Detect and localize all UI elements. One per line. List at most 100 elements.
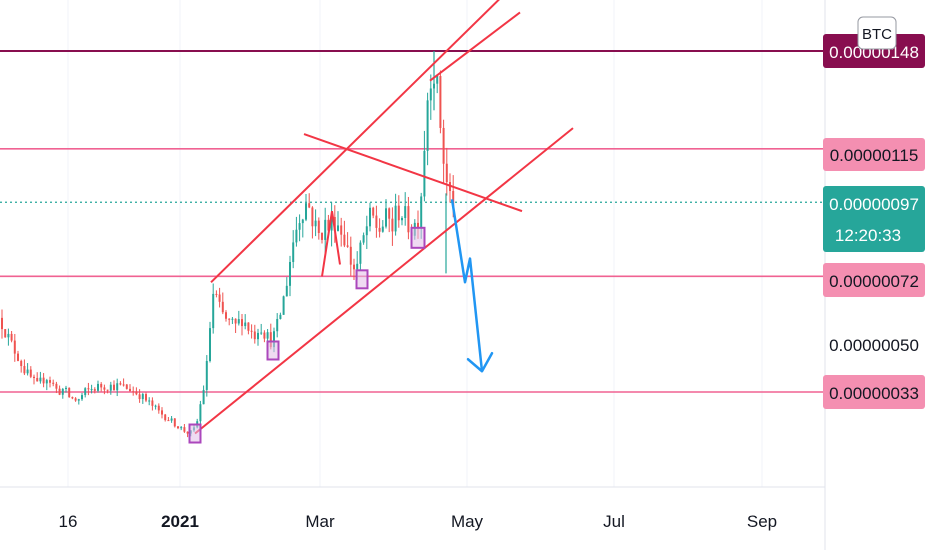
- candle-body-20: [65, 387, 67, 389]
- candle-body-41: [132, 391, 135, 393]
- candle-body-100: [321, 233, 323, 240]
- price-label-current-text: 0.00000097: [829, 195, 919, 214]
- candle-body-67: [215, 293, 218, 295]
- x-tick-jul: Jul: [603, 512, 625, 531]
- candle-body-86: [276, 318, 279, 332]
- candle-body-18: [58, 388, 61, 395]
- trendline-3: [429, 11, 521, 82]
- candle-body-123: [394, 205, 397, 232]
- candle-body-112: [359, 242, 362, 264]
- candle-body-93: [298, 223, 301, 230]
- price-label-resistance-text: 0.00000115: [830, 146, 919, 165]
- candle-body-10: [33, 376, 35, 379]
- price-label-support: 0.00000072: [823, 263, 925, 297]
- candle-body-92: [295, 229, 298, 243]
- candle-body-82: [263, 332, 266, 339]
- x-tick-may: May: [451, 512, 484, 531]
- candle-body-36: [116, 383, 119, 391]
- candle-body-121: [388, 208, 391, 219]
- candle-body-127: [407, 206, 410, 233]
- candle-body-117: [375, 215, 378, 228]
- candle-body-51: [164, 414, 167, 421]
- candle-body-65: [209, 328, 211, 362]
- candle-body-7: [23, 366, 26, 374]
- symbol-badge[interactable]: BTC: [857, 16, 897, 50]
- candle-body-0: [1, 317, 3, 330]
- candle-body-26: [84, 388, 87, 396]
- grid: [67, 0, 763, 487]
- price-label-support-text: 0.00000072: [829, 272, 919, 291]
- candle-body-79: [253, 331, 256, 340]
- candle-body-24: [77, 399, 80, 401]
- candle-body-109: [349, 246, 352, 265]
- candle-body-133: [426, 100, 429, 151]
- projection-arrow-head: [466, 351, 494, 373]
- candle-body-108: [346, 245, 349, 247]
- candle-body-21: [68, 387, 71, 398]
- candle-body-70: [225, 312, 227, 319]
- candle-body-43: [138, 394, 141, 400]
- x-tick-2021: 2021: [161, 512, 199, 531]
- x-tick-16: 16: [59, 512, 78, 531]
- candle-body-48: [154, 405, 157, 407]
- candle-body-64: [205, 361, 208, 390]
- price-label-current: 0.00000097 12:20:33: [823, 186, 925, 252]
- candle-body-16: [52, 382, 55, 384]
- candle-body-81: [260, 332, 263, 334]
- candle-body-91: [292, 242, 295, 263]
- price-axis-mid: 0.00000050: [829, 336, 919, 355]
- countdown-text: 12:20:33: [835, 226, 901, 245]
- candle-body-76: [244, 322, 247, 327]
- candle-body-113: [362, 235, 365, 243]
- swing-marker-3: [410, 226, 426, 249]
- candle-body-22: [71, 397, 74, 399]
- candle-body-28: [90, 389, 93, 391]
- candle-body-110: [353, 264, 355, 270]
- candle-body-25: [81, 395, 83, 400]
- candle-body-83: [266, 332, 269, 339]
- candle-body-71: [228, 318, 231, 320]
- trendline-0: [194, 127, 574, 435]
- candle-body-3: [10, 333, 13, 341]
- candle-body-75: [241, 319, 243, 327]
- symbol-badge-text: BTC: [862, 26, 892, 43]
- candle-body-137: [439, 76, 442, 128]
- candle-body-53: [170, 418, 173, 421]
- candle-body-6: [20, 360, 23, 367]
- x-tick-mar: Mar: [305, 512, 335, 531]
- candle-body-35: [113, 384, 115, 391]
- candle-body-105: [337, 225, 339, 231]
- candle-body-88: [282, 296, 285, 315]
- candle-body-122: [391, 218, 394, 232]
- candle-body-90: [289, 262, 291, 286]
- candle-body-46: [148, 400, 151, 402]
- candle-body-95: [305, 203, 307, 220]
- candle-body-119: [381, 226, 384, 232]
- candle-body-89: [285, 285, 288, 297]
- candle-body-84: [269, 332, 272, 348]
- candle-body-58: [186, 431, 189, 434]
- candle-body-130: [417, 222, 419, 228]
- trendline-2: [303, 133, 523, 213]
- candle-body-96: [308, 203, 311, 208]
- candle-body-47: [151, 400, 154, 406]
- candle-body-111: [356, 263, 359, 270]
- candle-body-45: [145, 394, 147, 401]
- candles: [1, 51, 455, 438]
- candle-body-11: [36, 378, 39, 382]
- candle-body-37: [119, 383, 122, 385]
- candle-body-102: [327, 219, 330, 231]
- candle-body-114: [365, 226, 368, 236]
- candle-body-106: [340, 225, 343, 235]
- candle-body-80: [257, 332, 259, 340]
- candle-body-134: [429, 88, 432, 101]
- candle-body-66: [212, 293, 215, 329]
- candle-body-131: [420, 196, 423, 228]
- candle-body-31: [100, 383, 103, 388]
- price-label-top: 0.00000148: [823, 34, 925, 68]
- candle-body-34: [109, 384, 112, 391]
- candle-body-136: [436, 76, 439, 84]
- candle-body-50: [161, 410, 163, 415]
- projection-path: [450, 199, 484, 372]
